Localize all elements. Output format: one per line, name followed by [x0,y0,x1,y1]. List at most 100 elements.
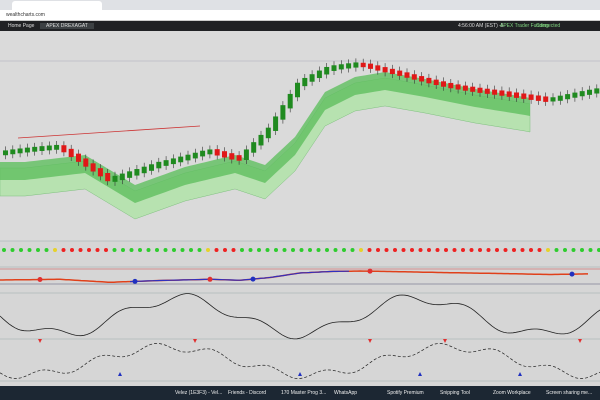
candle-body [39,146,45,151]
candle-body [419,76,425,82]
taskbar-item[interactable]: Velez (1E3F3) - Vel... [175,390,223,396]
candle-body [514,92,519,98]
signal-point [250,276,256,282]
signal-dot [291,248,295,252]
signal-dot [274,248,278,252]
signal-dot [231,248,236,252]
app-toolbar: Home Page APEX DREXAGAT 4:56:00 AM (EST)… [0,21,600,31]
candle-body [207,149,213,155]
candle-body [97,168,103,177]
candle-body [192,152,198,159]
signal-dot [240,248,244,252]
signal-dot [418,248,423,252]
taskbar-item[interactable]: 170 Master Prog 3... [281,390,327,396]
candle-body [492,89,498,95]
signal-dot [299,248,304,252]
candle-body [46,145,52,151]
candle-body [484,88,490,94]
signal-dot [427,248,431,252]
candle-body [477,87,483,93]
signal-point [132,278,138,284]
candle-body [382,67,388,73]
signal-dot [129,248,134,252]
signal-dot [257,248,261,252]
candle-body [76,153,81,162]
signal-dot [163,248,168,252]
url: wealthcharts.com [6,12,45,18]
taskbar-item[interactable]: Screen sharing me... [546,390,593,396]
signal-dot [461,248,465,252]
candle-body [251,142,257,153]
taskbar-item[interactable]: Zoom Workplace [493,390,531,396]
candle-body [470,86,476,92]
candle-body [528,94,534,100]
candle-body [426,77,432,84]
signal-dot [104,248,108,252]
signal-dot [478,248,482,252]
signal-dot [27,248,32,252]
candle-body [112,175,118,182]
signal-arrow [118,372,122,376]
candle-body [295,82,300,98]
candle-body [441,81,446,87]
taskbar-item[interactable]: Friends - Discord [228,390,267,396]
browser-tab[interactable] [12,1,102,10]
candle-body [587,89,592,95]
address-bar[interactable]: wealthcharts.com [0,10,600,21]
signal-dot [384,248,389,252]
signal-dot [87,248,91,252]
cycle-line [0,343,600,379]
signal-dot [206,248,210,252]
signal-dot [112,248,117,252]
signal-dot [410,248,414,252]
home-tab[interactable]: Home Page [8,23,35,29]
signal-dot [146,248,151,252]
taskbar-item[interactable]: Snipping Tool [440,390,470,396]
taskbar: Velez (1E3F3) - Vel... Friends - Discord 1… [0,386,600,400]
signal-dot [95,248,100,252]
signal-dot [503,248,508,252]
candle-body [170,158,176,165]
signal-dot [452,248,457,252]
signal-dot [393,248,397,252]
signal-point [569,271,575,277]
candle-body [543,96,549,102]
chart-tab[interactable]: APEX DREXAGAT [40,23,94,29]
signal-dot [138,248,142,252]
candle-body [10,149,16,155]
momentum-line [0,293,600,340]
signal-dot [486,248,491,252]
signal-dot [512,248,516,252]
signal-dot [367,248,372,252]
signal-dot [172,248,176,252]
candle-body [506,91,512,97]
signal-dot [325,248,329,252]
candle-body [565,94,571,100]
signal-dot [435,248,440,252]
taskbar-item[interactable]: WhatsApp [334,390,358,396]
candle-body [411,74,417,80]
signal-dot [546,248,550,252]
account: APEX Trader Funding [500,23,549,29]
candle-body [331,65,337,71]
signal-dot [597,248,600,252]
candle-body [346,63,352,69]
signal-dot [350,248,355,252]
candle-body [448,82,454,89]
signal-dot [61,248,66,252]
cloud-inner [0,72,530,203]
candle-body [32,146,38,152]
signal-dot [214,248,219,252]
trend-line [17,125,201,139]
candle-body [200,150,206,157]
candle-body [243,149,249,160]
candle-body [579,91,585,97]
signal-dot [36,248,40,252]
signal-arrow [38,339,42,343]
signal-arrow [418,372,422,376]
signal-dot [189,248,193,252]
signal-dot [265,248,270,252]
candle-body [360,62,366,68]
taskbar-item[interactable]: Spotify Premium [387,390,424,396]
